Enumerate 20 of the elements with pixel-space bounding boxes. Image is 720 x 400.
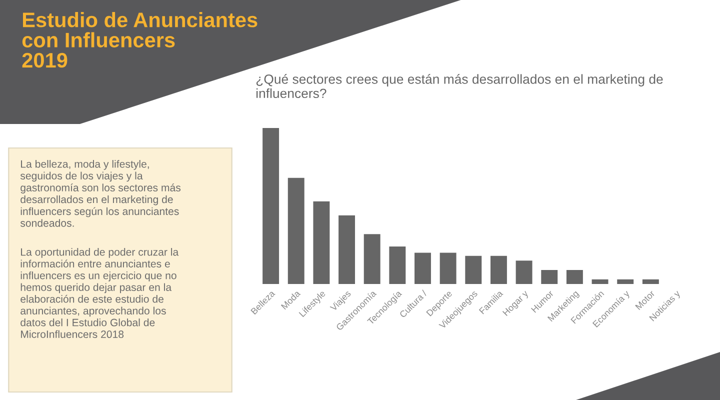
bar [617,279,634,284]
bar [338,215,356,284]
bar [592,279,608,284]
text: La belleza, moda y lifestyle, seguidos de los viajes y la gastronomía son los sectores más desarrollados en el marketing de influencers según los anunciantes sondeados. [20,160,181,227]
bar [414,252,431,284]
bar [516,260,532,284]
bar [642,279,659,284]
chart-subtitle: ¿Qué sectores crees que están más desarrollados en el marketing de influencers? [256,74,663,98]
bar [262,128,280,284]
bar [541,270,558,284]
bar [364,234,380,284]
bar [490,256,507,284]
text: La oportunidad de poder cruzar la información entre anunciantes e influencers es un ejercicio que no hemos querido dejar pasar en la elaboración de este estudio de anunciantes, aprovechando los datos del I Estudio Global de MicroInfluencers 2018 [20,248,179,338]
bar [389,246,406,284]
bar [465,256,482,284]
bar [313,201,330,284]
bar [566,270,583,284]
bar [440,252,456,284]
chart-title: Estudio de Anunciantes con Influencers 2019 [22,12,258,68]
bar [288,178,304,284]
